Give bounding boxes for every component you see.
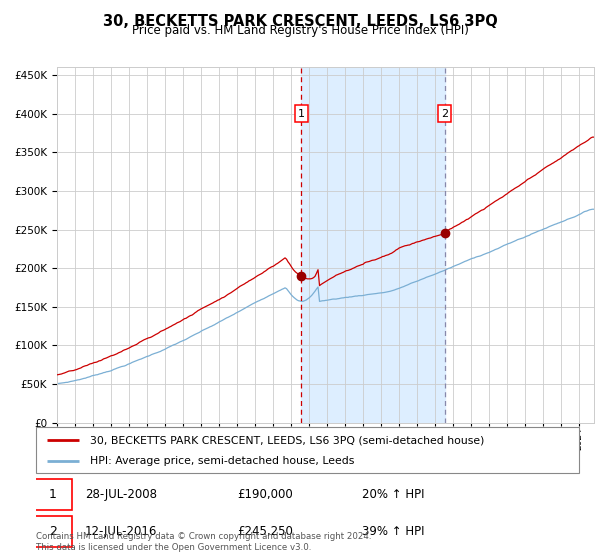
Text: 30, BECKETTS PARK CRESCENT, LEEDS, LS6 3PQ: 30, BECKETTS PARK CRESCENT, LEEDS, LS6 3… — [103, 14, 497, 29]
Text: 30, BECKETTS PARK CRESCENT, LEEDS, LS6 3PQ (semi-detached house): 30, BECKETTS PARK CRESCENT, LEEDS, LS6 3… — [91, 435, 485, 445]
Text: 1: 1 — [298, 109, 305, 119]
FancyBboxPatch shape — [33, 479, 73, 510]
Text: 12-JUL-2016: 12-JUL-2016 — [85, 525, 157, 538]
FancyBboxPatch shape — [33, 516, 73, 547]
Text: 20% ↑ HPI: 20% ↑ HPI — [362, 488, 424, 501]
Text: 39% ↑ HPI: 39% ↑ HPI — [362, 525, 424, 538]
Text: £190,000: £190,000 — [237, 488, 293, 501]
Text: 28-JUL-2008: 28-JUL-2008 — [85, 488, 157, 501]
Text: HPI: Average price, semi-detached house, Leeds: HPI: Average price, semi-detached house,… — [91, 456, 355, 466]
Text: Price paid vs. HM Land Registry's House Price Index (HPI): Price paid vs. HM Land Registry's House … — [131, 24, 469, 37]
Bar — [301, 67, 445, 423]
Text: 1: 1 — [49, 488, 57, 501]
Text: £245,250: £245,250 — [237, 525, 293, 538]
Text: 2: 2 — [49, 525, 57, 538]
FancyBboxPatch shape — [36, 427, 579, 473]
Text: Contains HM Land Registry data © Crown copyright and database right 2024.
This d: Contains HM Land Registry data © Crown c… — [36, 532, 371, 552]
Text: 2: 2 — [441, 109, 448, 119]
